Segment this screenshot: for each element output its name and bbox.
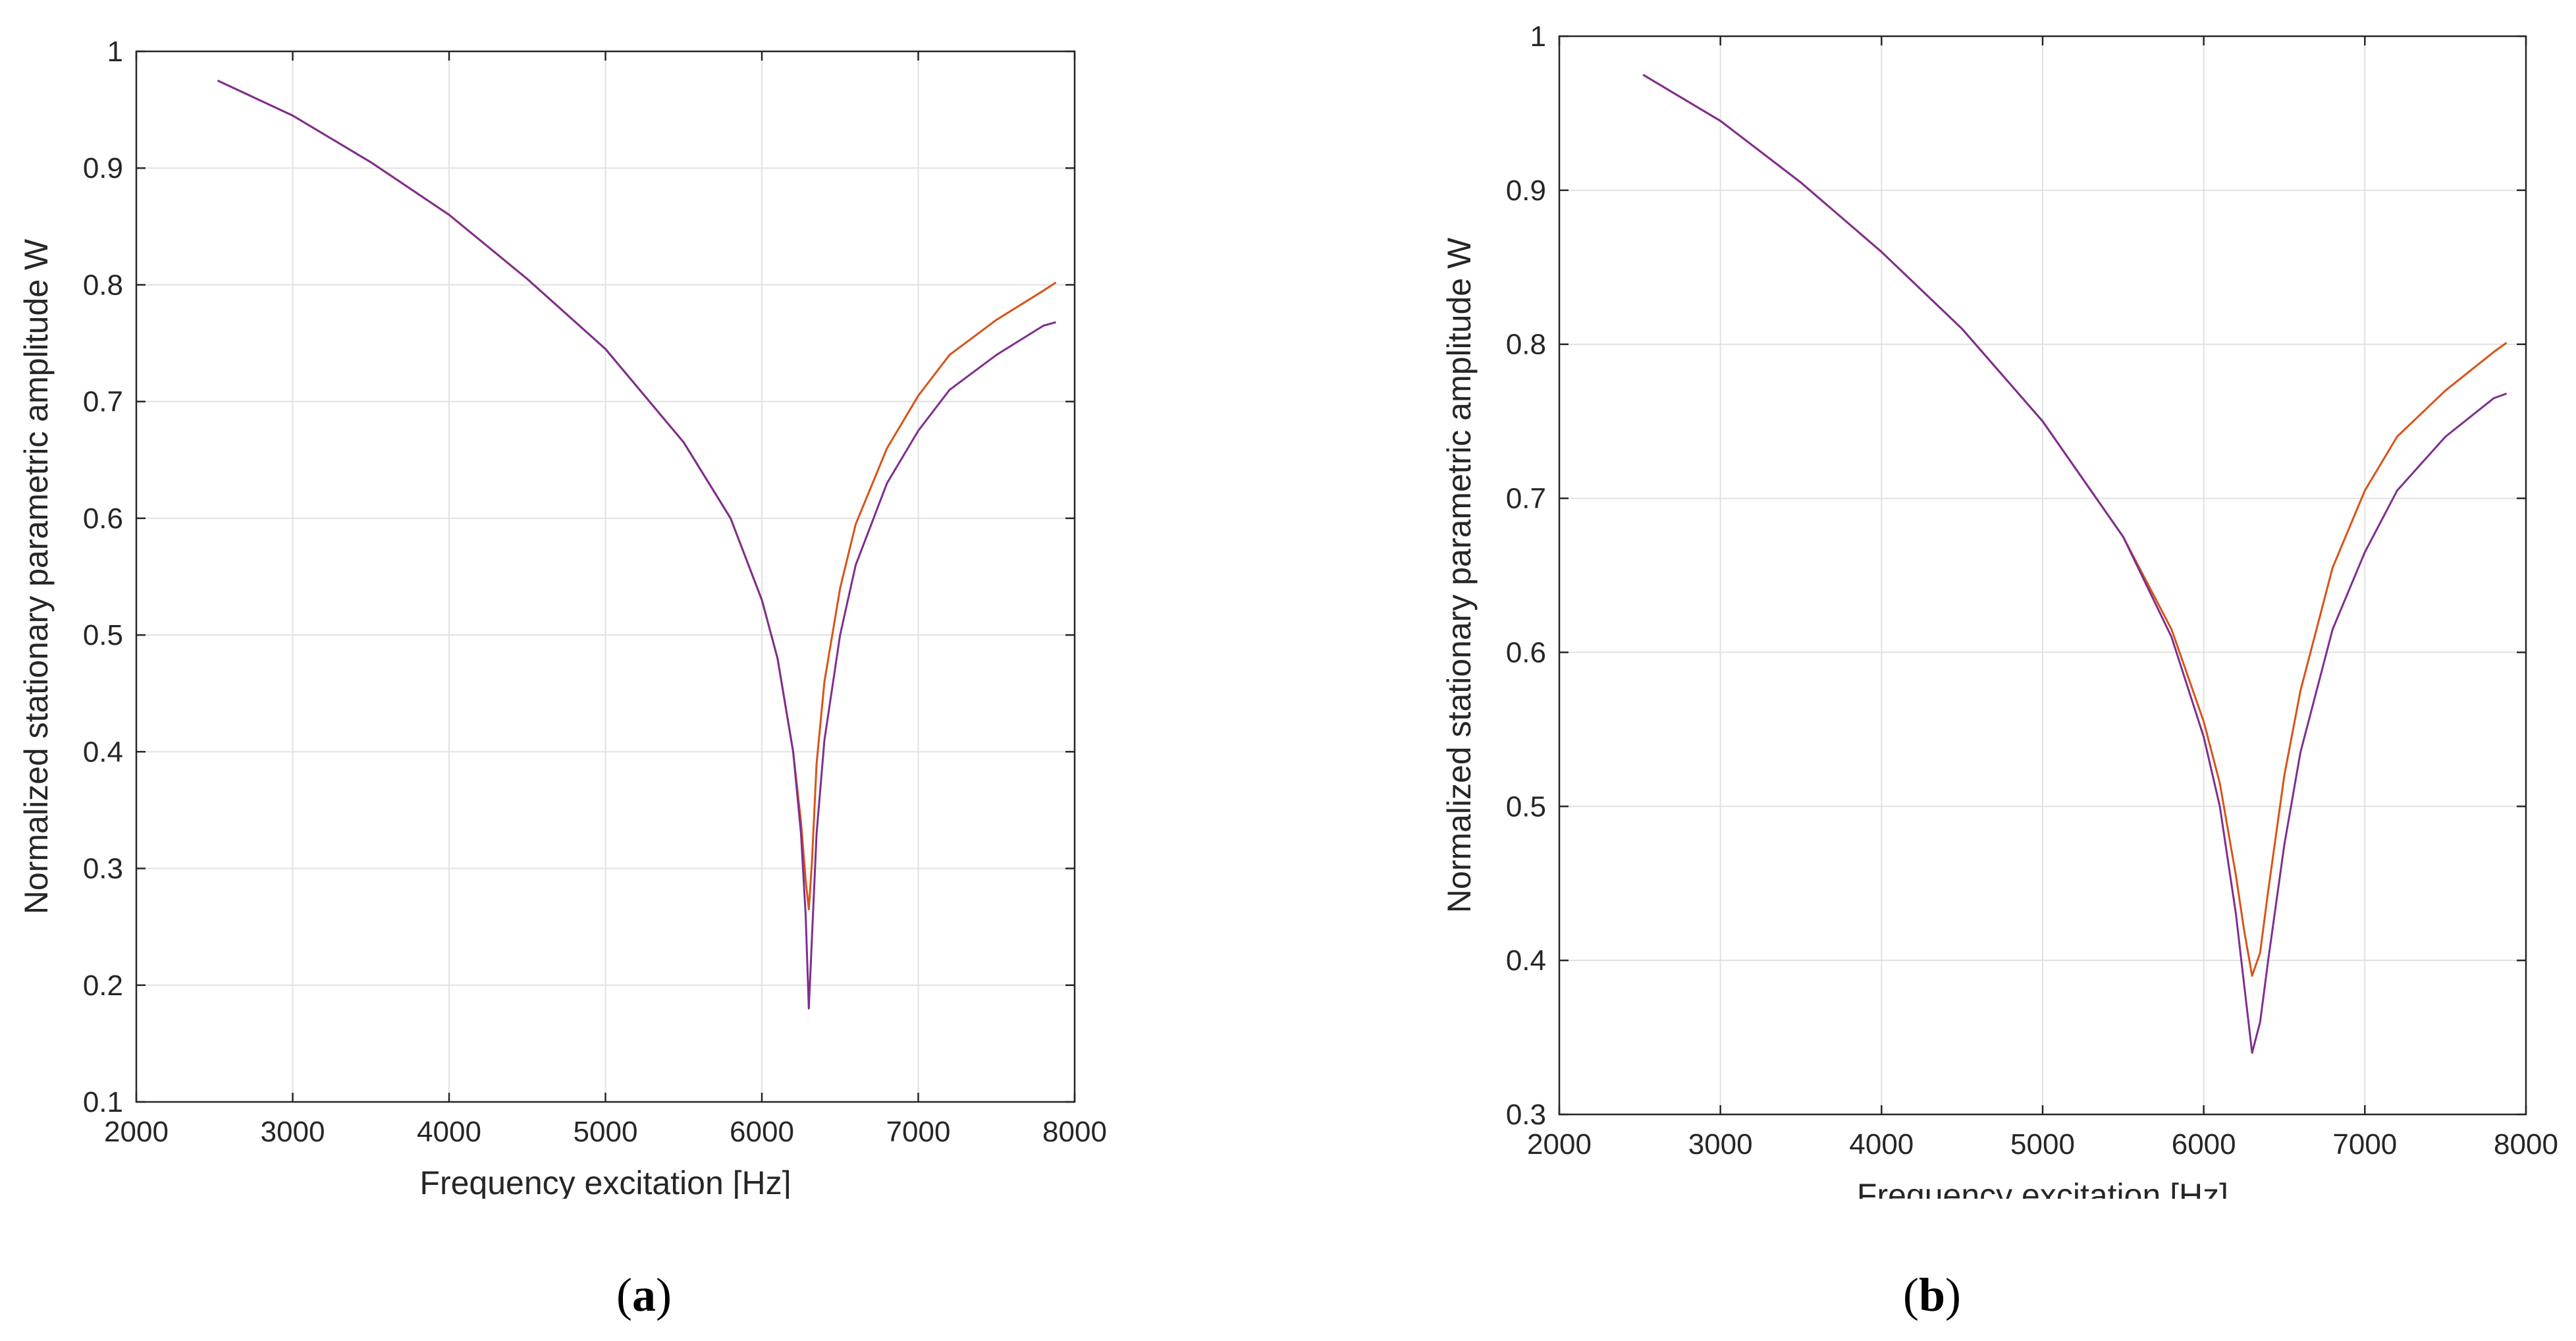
y-tick-label: 0.3 [1506, 1099, 1546, 1131]
x-tick-label: 4000 [1849, 1128, 1914, 1161]
y-tick-label: 0.4 [1506, 944, 1546, 977]
caption-a: (a) [616, 1269, 672, 1321]
x-tick-label: 8000 [2494, 1128, 2558, 1161]
chart-b-svg: 2000 3000 4000 5000 6000 7000 8000 0.3 0.4 0.5 0.6… [1441, 20, 2558, 1199]
series-line-2 [1642, 74, 2508, 1054]
y-tick-label: 0.7 [83, 386, 123, 418]
x-tick-label: 8000 [1042, 1116, 1107, 1148]
x-axis-label: Frequency excitation [Hz] [1857, 1177, 2228, 1199]
x-tick-label: 3000 [1688, 1128, 1753, 1161]
y-tick-label: 0.4 [83, 736, 123, 768]
x-tick-label: 5000 [574, 1116, 638, 1148]
chart-panel-b: 2000 3000 4000 5000 6000 7000 8000 0.3 0.4 0.5 0.6… [1288, 0, 2576, 1341]
y-tick-label: 1 [1530, 20, 1546, 53]
x-tick-label: 2000 [1527, 1128, 1592, 1161]
x-tick-label: 5000 [2010, 1128, 2075, 1161]
y-tick-label: 0.8 [83, 269, 123, 301]
y-tick-label: 0.5 [1506, 790, 1546, 823]
x-tick-label: 6000 [730, 1116, 794, 1148]
y-tick-label: 0.5 [83, 619, 123, 651]
y-axis-label: Normalized stationary parametric amplitu… [18, 238, 55, 914]
y-tick-label: 0.9 [83, 152, 123, 184]
x-tick-label: 7000 [2332, 1128, 2397, 1161]
caption-b: (b) [1902, 1269, 1961, 1321]
x-tick-label: 4000 [417, 1116, 481, 1148]
y-axis-label: Normalized stationary parametric amplitu… [1441, 237, 1478, 913]
y-tick-label: 0.6 [1506, 636, 1546, 669]
chart-panel-a: 2000 3000 4000 5000 6000 7000 8000 0.1 0.2 0.3 0.4… [18, 36, 1107, 1321]
y-tick-label: 0.2 [83, 970, 123, 1002]
y-tick-label: 0.8 [1506, 329, 1546, 361]
series-line-2 [217, 79, 1056, 1010]
y-tick-label: 1 [107, 36, 123, 68]
y-tick-label: 0.9 [1506, 175, 1546, 207]
x-tick-label: 2000 [104, 1116, 169, 1148]
y-tick-label: 0.7 [1506, 483, 1546, 515]
x-axis-label: Frequency excitation [Hz] [419, 1164, 791, 1199]
x-tick-label: 3000 [261, 1116, 325, 1148]
x-tick-label: 7000 [886, 1116, 951, 1148]
y-tick-label: 0.1 [83, 1086, 123, 1118]
y-tick-label: 0.6 [83, 503, 123, 535]
chart-a-svg: 2000 3000 4000 5000 6000 7000 8000 0.1 0.2 0.3 0.4… [18, 36, 1107, 1199]
y-tick-label: 0.3 [83, 853, 123, 885]
x-tick-label: 6000 [2172, 1128, 2236, 1161]
